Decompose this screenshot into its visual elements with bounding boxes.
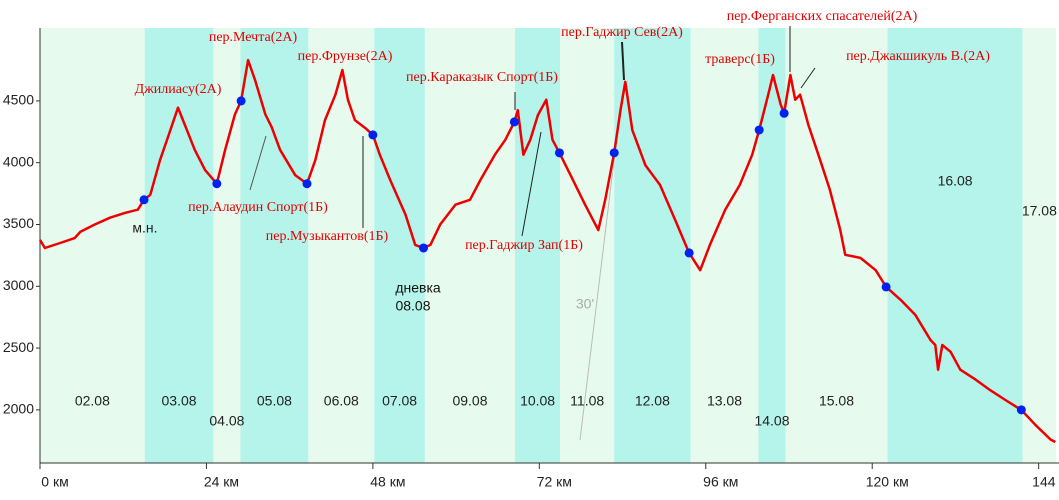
day-label: 12.08 [635,393,670,409]
pass-label: пер.Караказык Спорт(1Б) [406,70,558,85]
waypoint [881,282,891,292]
day-band [240,28,309,463]
day-label: 11.08 [570,393,604,409]
note: 30' [576,296,594,312]
waypoint [609,148,619,158]
y-tick-label: 2000 [3,401,34,417]
note: м.н. [132,220,157,236]
pass-label: пер.Джакшикуль В.(2А) [846,49,990,64]
day-label: 13.08 [707,393,742,409]
y-tick-label: 3000 [3,277,34,293]
day-label: 07.08 [382,393,417,409]
x-tick-label: 96 км [703,474,738,490]
day-band [308,28,375,463]
waypoint [684,248,694,258]
day-label: 16.08 [938,173,973,189]
waypoint [779,108,789,118]
note: дневка [395,280,441,296]
pass-label: пер.Мечта(2А) [209,30,298,45]
day-label: 17.08 [1022,203,1057,219]
pass-label: пер.Фрунзе(2А) [298,49,393,64]
pass-label: пер.Ферганских спасателей(2А) [727,9,918,24]
y-tick-label: 4500 [3,92,34,108]
y-tick-label: 3500 [3,215,34,231]
day-label: 09.08 [452,393,487,409]
day-band [213,28,241,463]
x-tick-label: 24 км [204,474,239,490]
waypoint [754,125,764,135]
waypoint [236,96,246,106]
pass-label: пер.Гаджир Сев(2А) [561,25,683,40]
day-band [424,28,516,463]
day-band [758,28,786,463]
waypoint [554,148,564,158]
waypoint [302,179,312,189]
x-tick-label: 72 км [537,474,572,490]
day-band [690,28,759,463]
day-bands [40,28,1056,463]
x-tick-label: 48 км [370,474,405,490]
day-band [887,28,1023,463]
leader-line [249,135,267,191]
pass-label: пер.Музыкантов(1Б) [266,229,389,244]
leader-line [621,41,625,81]
day-band [40,28,145,463]
y-tick-label: 4000 [3,153,34,169]
note: 08.08 [395,298,430,314]
x-tick-label: 0 км [41,474,68,490]
day-band [560,28,615,463]
pass-label: пер.Гаджир Зап(1Б) [465,238,583,253]
day-label: 05.08 [257,393,292,409]
x-tick-label: 144 км [1032,474,1059,490]
day-label: 04.08 [209,413,244,429]
pass-label: Джилиасу(2А) [135,82,222,97]
day-band [144,28,214,463]
waypoint [1016,405,1026,415]
pass-label: траверс(1Б) [705,52,775,67]
waypoint [139,195,149,205]
y-tick-label: 2500 [3,339,34,355]
pass-label: пер.Алаудин Спорт(1Б) [188,200,328,215]
leader-line [800,67,816,89]
leader-line [521,131,542,237]
elevation-line [38,58,1056,444]
day-label: 10.08 [520,393,555,409]
day-label: 15.08 [819,393,854,409]
day-band [1022,28,1056,463]
waypoint [419,243,429,253]
day-label: 06.08 [324,393,359,409]
waypoint [368,130,378,140]
day-band [515,28,561,463]
x-tick-label: 120 км [866,474,909,490]
day-label: 03.08 [162,393,197,409]
waypoint [212,179,222,189]
waypoint [509,117,519,127]
day-label: 14.08 [754,413,789,429]
day-label: 02.08 [75,393,110,409]
